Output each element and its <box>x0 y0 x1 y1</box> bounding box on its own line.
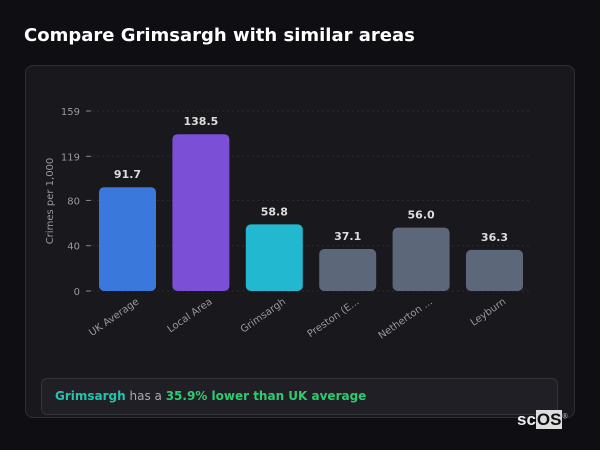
y-tick-label: 40 <box>67 242 80 253</box>
page-title: Compare Grimsargh with similar areas <box>24 25 415 46</box>
y-tick-label: 0 <box>74 287 80 298</box>
summary-box: Grimsargh has a 35.9% lower than UK aver… <box>41 378 558 415</box>
bar <box>392 227 450 291</box>
x-tick-label: Preston (E... <box>306 296 362 340</box>
y-tick-label: 80 <box>67 196 80 207</box>
bar <box>319 249 377 291</box>
summary-middle: has a <box>125 389 166 403</box>
bar <box>172 134 230 291</box>
x-tick-label: Netherton ... <box>377 296 435 341</box>
bar <box>466 249 523 291</box>
bar <box>99 187 156 291</box>
data-label: 37.1 <box>334 230 361 243</box>
data-label: 36.3 <box>481 231 508 244</box>
data-label: 56.0 <box>408 209 435 222</box>
scos-logo: scOS® <box>517 410 568 429</box>
bar <box>245 224 303 291</box>
y-tick-label: 119 <box>61 152 80 163</box>
y-tick-label: 159 <box>61 107 80 118</box>
data-label: 91.7 <box>114 168 141 181</box>
data-label: 58.8 <box>261 205 288 218</box>
x-tick-label: UK Average <box>87 296 141 338</box>
x-tick-label: Leyburn <box>469 296 508 328</box>
x-tick-label: Grimsargh <box>239 296 288 335</box>
summary-comparison: 35.9% lower than UK average <box>165 389 367 403</box>
data-label: 138.5 <box>184 115 219 128</box>
summary-area: Grimsargh <box>55 389 126 403</box>
y-axis-label: Crimes per 1,000 <box>45 158 56 245</box>
x-tick-label: Local Area <box>166 296 215 335</box>
